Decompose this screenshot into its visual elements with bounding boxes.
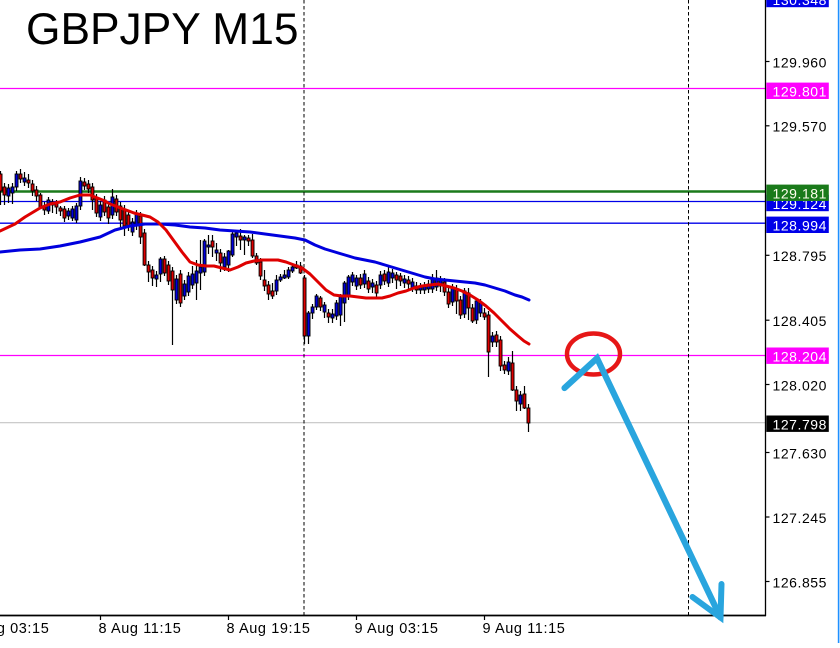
svg-text:128.994: 128.994 <box>773 218 827 234</box>
svg-text:128.795: 128.795 <box>773 248 827 264</box>
svg-text:9 Aug 11:15: 9 Aug 11:15 <box>483 621 566 637</box>
svg-text:GBPJPY M15: GBPJPY M15 <box>26 5 298 54</box>
svg-text:129.570: 129.570 <box>773 119 827 135</box>
svg-text:9 Aug 03:15: 9 Aug 03:15 <box>355 621 439 637</box>
svg-text:8 Aug 11:15: 8 Aug 11:15 <box>99 621 182 637</box>
svg-text:129.181: 129.181 <box>773 186 827 202</box>
svg-text:128.204: 128.204 <box>773 349 827 365</box>
svg-text:127.245: 127.245 <box>773 510 827 526</box>
svg-text:128.405: 128.405 <box>773 313 827 329</box>
svg-text:127.798: 127.798 <box>773 417 827 433</box>
svg-text:129.960: 129.960 <box>773 54 827 70</box>
svg-text:126.855: 126.855 <box>773 574 827 590</box>
svg-text:8 Aug 19:15: 8 Aug 19:15 <box>227 621 311 637</box>
svg-text:128.020: 128.020 <box>773 377 827 393</box>
svg-text:130.348: 130.348 <box>773 0 827 8</box>
svg-text:127.630: 127.630 <box>773 445 827 461</box>
svg-text:129.801: 129.801 <box>773 84 827 100</box>
svg-text:g 03:15: g 03:15 <box>0 621 49 637</box>
